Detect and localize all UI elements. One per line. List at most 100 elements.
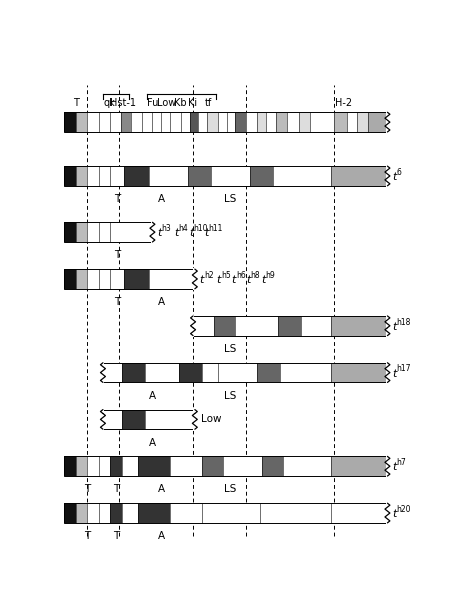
Bar	[87, 166, 99, 186]
Bar	[222, 457, 261, 476]
Bar	[202, 457, 222, 476]
Bar	[192, 316, 387, 336]
Text: LS: LS	[223, 344, 236, 354]
Bar	[246, 112, 256, 132]
Text: t: t	[391, 322, 396, 332]
Bar	[202, 503, 260, 523]
Bar	[110, 503, 122, 523]
Bar	[235, 316, 277, 336]
Text: Low: Low	[201, 415, 221, 424]
Text: Hst-1: Hst-1	[110, 98, 136, 108]
Bar	[64, 223, 76, 242]
Bar	[330, 363, 387, 382]
Text: h2: h2	[203, 271, 213, 280]
Bar	[99, 166, 110, 186]
Bar	[249, 166, 272, 186]
Bar	[286, 112, 298, 132]
Text: h20: h20	[396, 505, 410, 514]
Bar	[76, 112, 87, 132]
Text: h5: h5	[221, 271, 230, 280]
Bar	[189, 314, 194, 337]
Text: T: T	[84, 485, 91, 494]
Text: T: T	[73, 98, 79, 108]
Bar	[385, 165, 391, 187]
Bar	[76, 503, 87, 523]
Text: T: T	[113, 531, 119, 541]
Bar	[99, 457, 110, 476]
Bar	[64, 166, 76, 186]
Bar	[334, 112, 346, 132]
Bar	[64, 269, 194, 289]
Text: h6: h6	[235, 271, 245, 280]
Bar	[346, 112, 357, 132]
Bar	[210, 166, 249, 186]
Bar	[76, 223, 87, 242]
Bar	[131, 112, 142, 132]
Text: h4: h4	[178, 224, 188, 233]
Text: h11: h11	[208, 224, 222, 233]
Text: Fu: Fu	[147, 98, 158, 108]
Text: Ki: Ki	[188, 98, 197, 108]
Bar	[298, 112, 309, 132]
Bar	[198, 112, 207, 132]
Bar	[87, 269, 99, 289]
Bar	[99, 503, 110, 523]
Bar	[265, 112, 276, 132]
Bar	[138, 457, 170, 476]
Bar	[122, 410, 145, 429]
Bar	[122, 363, 145, 382]
Text: A: A	[148, 391, 156, 401]
Bar	[138, 503, 170, 523]
Text: A: A	[157, 485, 164, 494]
Bar	[279, 363, 330, 382]
Bar	[256, 112, 265, 132]
Bar	[64, 269, 76, 289]
Bar	[283, 457, 330, 476]
Bar	[170, 457, 202, 476]
Bar	[260, 503, 330, 523]
Bar	[64, 112, 76, 132]
Bar	[99, 361, 104, 384]
Bar	[64, 503, 387, 523]
Bar	[148, 269, 194, 289]
Bar	[385, 111, 391, 133]
Text: t: t	[203, 228, 208, 238]
Bar	[214, 316, 235, 336]
Bar	[76, 166, 87, 186]
Bar	[235, 112, 246, 132]
Bar	[151, 221, 157, 243]
Text: t: t	[391, 509, 396, 519]
Bar	[367, 112, 387, 132]
Bar	[385, 455, 391, 477]
Bar	[193, 268, 199, 290]
Bar	[385, 502, 391, 524]
Text: Low: Low	[157, 98, 176, 108]
Text: T: T	[113, 485, 119, 494]
Bar	[64, 166, 387, 186]
Text: A: A	[148, 438, 156, 447]
Text: T: T	[114, 297, 120, 307]
Bar	[256, 363, 279, 382]
Bar	[192, 316, 214, 336]
Bar	[124, 269, 148, 289]
Bar	[64, 457, 76, 476]
Bar	[110, 166, 124, 186]
Text: t: t	[189, 228, 193, 238]
Bar	[87, 503, 99, 523]
Text: LS: LS	[223, 194, 236, 204]
Bar	[103, 363, 122, 382]
Text: h9: h9	[265, 271, 275, 280]
Bar	[145, 363, 178, 382]
Text: t: t	[261, 275, 265, 285]
Bar	[142, 112, 152, 132]
Bar	[87, 112, 99, 132]
Bar	[330, 457, 387, 476]
Bar	[357, 112, 367, 132]
Bar	[272, 166, 330, 186]
Bar	[64, 503, 76, 523]
Bar	[64, 457, 387, 476]
Bar	[120, 112, 131, 132]
Bar	[330, 316, 387, 336]
Bar	[87, 457, 99, 476]
Text: T: T	[114, 250, 120, 260]
